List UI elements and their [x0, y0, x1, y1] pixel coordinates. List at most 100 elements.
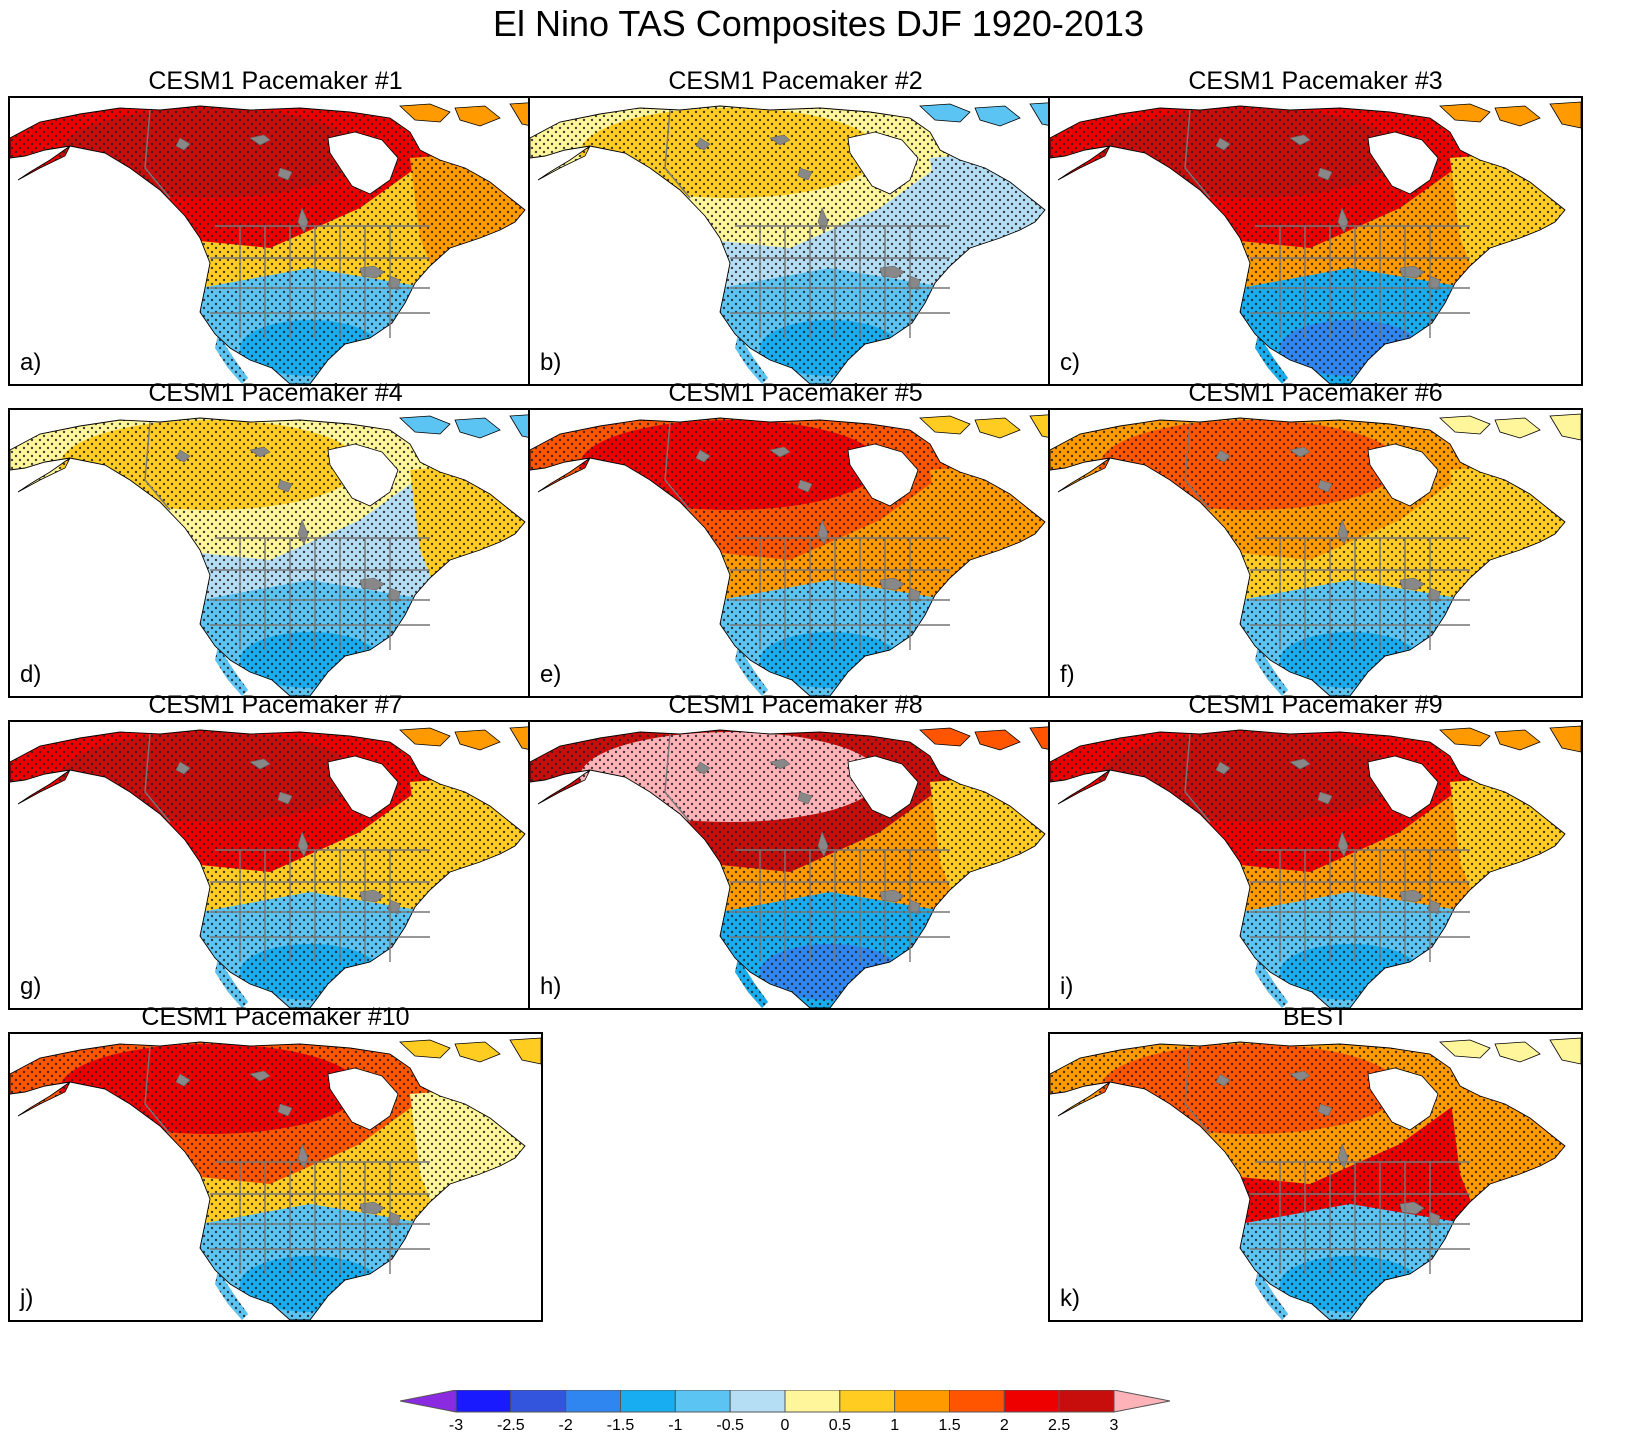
lake [277, 479, 293, 493]
lake [907, 275, 921, 291]
map-svg [530, 101, 1061, 384]
significance-stipple [10, 730, 525, 1008]
colorbar-swatch [1003, 1390, 1060, 1413]
lake [907, 587, 921, 603]
coastline [1057, 1081, 1111, 1117]
hudson-bay [847, 443, 919, 507]
anomaly-field [530, 418, 1045, 696]
arctic-island [399, 1039, 451, 1059]
lake [359, 1201, 385, 1215]
arctic-island [454, 729, 501, 751]
coastline [1057, 457, 1111, 493]
arctic-island [919, 415, 971, 435]
lake [1399, 265, 1425, 279]
arctic-island [454, 105, 501, 127]
arctic-island [454, 1041, 501, 1063]
hudson-bay [847, 755, 919, 819]
lake [1215, 449, 1231, 463]
anomaly-field [10, 106, 525, 384]
panel-title: CESM1 Pacemaker #6 [1188, 379, 1443, 407]
colorbar: -3 -2.5 -2 -1.5 -1 -0.5 0 0.5 1 1.5 2 2.5 3 [400, 1390, 1171, 1434]
anomaly-field [10, 730, 525, 1008]
map-panel: CESM1 Pacemaker #8 h) [528, 690, 1063, 1020]
anomaly-field [10, 418, 525, 696]
coastline [1050, 417, 1566, 696]
map-panel: CESM1 Pacemaker #10 j) [8, 1002, 543, 1332]
panel-title: CESM1 Pacemaker #1 [148, 67, 403, 95]
map-frame [8, 96, 543, 386]
arctic-island [399, 103, 451, 123]
lake [879, 577, 905, 591]
panel-label: a) [20, 349, 42, 376]
lake [175, 137, 191, 151]
borders [144, 421, 430, 650]
map-frame [8, 720, 543, 1010]
map-svg [10, 101, 541, 384]
colorbar-swatch [565, 1390, 622, 1413]
lake [277, 791, 293, 805]
panel-title: CESM1 Pacemaker #7 [148, 691, 403, 719]
lake [879, 889, 905, 903]
lake [797, 791, 813, 805]
borders [1184, 421, 1470, 650]
colorbar-tick-label: 1 [890, 1417, 899, 1434]
coastline [10, 1041, 526, 1320]
arctic-island [1494, 1041, 1541, 1063]
coastline [530, 417, 1046, 696]
lake [1427, 275, 1441, 291]
panel-title: BEST [1282, 1003, 1349, 1031]
colorbar-swatch [729, 1390, 786, 1413]
lake [1427, 587, 1441, 603]
coastline [1050, 105, 1566, 384]
anomaly-field [1050, 1042, 1565, 1320]
coastline [537, 457, 591, 493]
lake [1399, 889, 1425, 903]
map-panel: CESM1 Pacemaker #6 f) [1048, 378, 1583, 708]
colorbar-tick-label: 2 [1000, 1417, 1009, 1434]
colorbar-tick-label: 1.5 [938, 1417, 960, 1434]
lake [249, 134, 271, 146]
arctic-island [1494, 729, 1541, 751]
map-svg [1050, 101, 1581, 384]
lake [1317, 479, 1333, 493]
map-frame [1048, 96, 1583, 386]
map-svg [1050, 413, 1581, 696]
significance-stipple [1050, 106, 1565, 384]
colorbar-tick-label: -1 [668, 1417, 682, 1434]
lake [1215, 1073, 1231, 1087]
arctic-island [1549, 1037, 1581, 1065]
map-svg [10, 413, 541, 696]
map-svg [10, 1037, 541, 1320]
panel-title: CESM1 Pacemaker #4 [148, 379, 403, 407]
arctic-island [974, 417, 1021, 439]
lake [1289, 446, 1311, 458]
map-panel: CESM1 Pacemaker #7 g) [8, 690, 543, 1020]
colorbar-swatch [510, 1390, 567, 1413]
lake [769, 134, 791, 146]
coastline [1057, 769, 1111, 805]
colorbar-tick-label: 0 [781, 1417, 790, 1434]
lake [907, 899, 921, 915]
hudson-bay [847, 131, 919, 195]
arctic-island [974, 105, 1021, 127]
lake [1215, 761, 1231, 775]
lake [1289, 1070, 1311, 1082]
coastline [17, 145, 71, 181]
map-svg [1050, 1037, 1581, 1320]
anomaly-field [1050, 418, 1565, 696]
map-svg [530, 413, 1061, 696]
coastline [530, 105, 1046, 384]
colorbar-swatch [1058, 1390, 1115, 1413]
lake [769, 446, 791, 458]
coastline [10, 417, 526, 696]
hudson-bay [327, 755, 399, 819]
lake [249, 446, 271, 458]
hudson-bay [327, 1067, 399, 1131]
panel-label: d) [20, 661, 42, 688]
lake [1399, 577, 1425, 591]
arctic-island [1439, 415, 1491, 435]
borders [664, 109, 950, 338]
lake [1427, 899, 1441, 915]
borders [144, 109, 430, 338]
map-frame [528, 96, 1063, 386]
